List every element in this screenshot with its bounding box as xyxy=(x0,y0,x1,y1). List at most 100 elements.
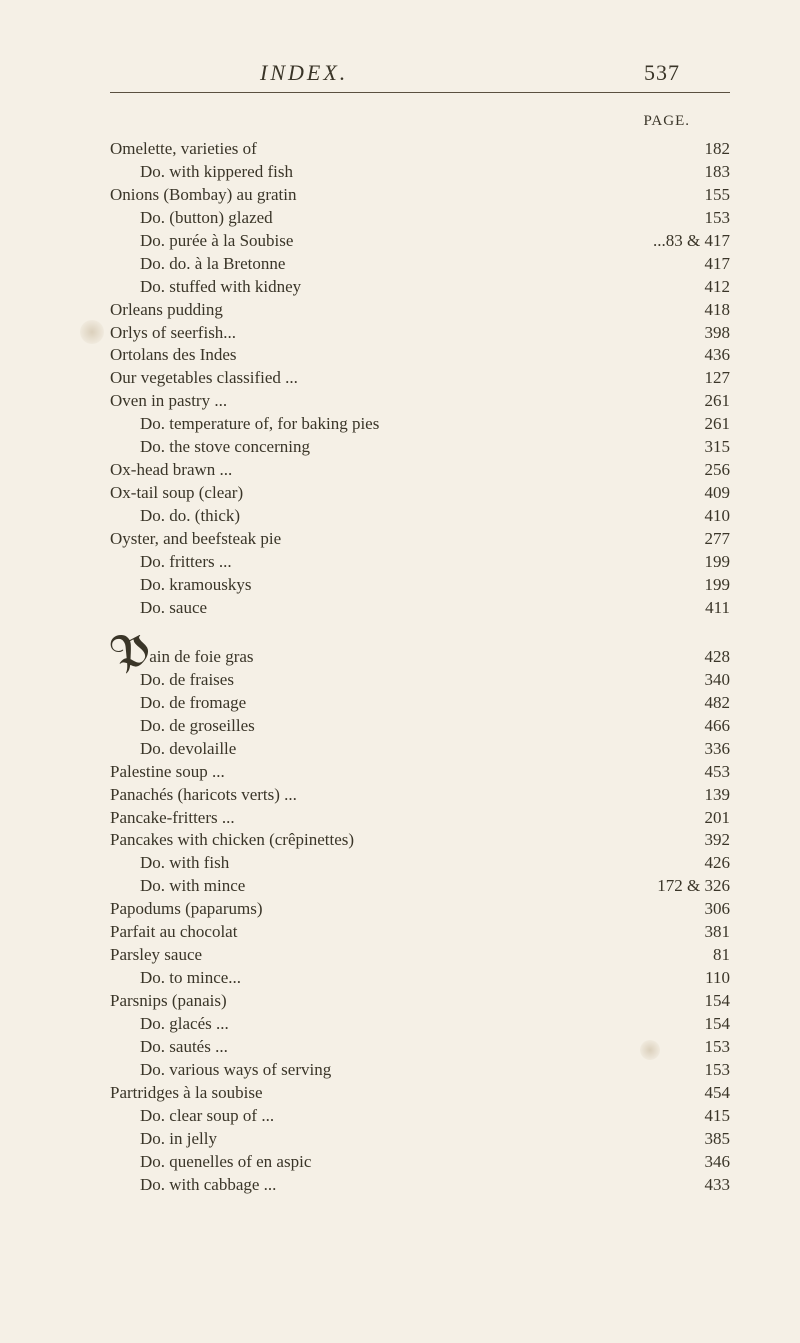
entry-text: Do. de groseilles xyxy=(140,715,255,738)
entry-text: Parsley sauce xyxy=(110,944,202,967)
entry-text: Pain de foie gras xyxy=(110,634,254,669)
entry-page-number: 482 xyxy=(670,692,730,715)
index-entry: Do. de fraises 340 xyxy=(110,669,730,692)
entry-page-number: 336 xyxy=(670,738,730,761)
entry-page-number: 81 xyxy=(670,944,730,967)
entry-page-number: 409 xyxy=(670,482,730,505)
index-entry: Orleans pudding 418 xyxy=(110,299,730,322)
page-stain xyxy=(80,320,104,344)
entry-page-number: 428 xyxy=(670,646,730,669)
index-entry: Pancake-fritters ... 201 xyxy=(110,807,730,830)
index-entry: Pain de foie gras 428 xyxy=(110,634,730,669)
section-gap xyxy=(110,620,730,634)
entry-text: Do. do. (thick) xyxy=(140,505,240,528)
entry-text: Pancake-fritters ... xyxy=(110,807,235,830)
entry-page-number: 392 xyxy=(670,829,730,852)
entry-text: Do. sautés ... xyxy=(140,1036,228,1059)
entry-text: Do. quenelles of en aspic xyxy=(140,1151,311,1174)
index-entry: Do. temperature of, for baking pies 261 xyxy=(110,413,730,436)
entry-text: Pancakes with chicken (crêpinettes) xyxy=(110,829,354,852)
entry-page-number: 340 xyxy=(670,669,730,692)
index-entry: Papodums (paparums) 306 xyxy=(110,898,730,921)
entry-page-number: 306 xyxy=(670,898,730,921)
index-entry: Do. devolaille 336 xyxy=(110,738,730,761)
entry-text: Do. temperature of, for baking pies xyxy=(140,413,379,436)
index-entry: Do. the stove concerning 315 xyxy=(110,436,730,459)
entry-page-number: 139 xyxy=(670,784,730,807)
entry-text: Do. to mince... xyxy=(140,967,241,990)
entry-page-number: 381 xyxy=(670,921,730,944)
index-entry: Oven in pastry ... 261 xyxy=(110,390,730,413)
entry-page-number: 426 xyxy=(670,852,730,875)
entry-page-number: 199 xyxy=(670,551,730,574)
index-entry: Oyster, and beefsteak pie 277 xyxy=(110,528,730,551)
entry-page-number: 436 xyxy=(670,344,730,367)
header-row: INDEX. 537 xyxy=(110,60,730,86)
entry-page-number: 410 xyxy=(670,505,730,528)
entry-text: Do. the stove concerning xyxy=(140,436,310,459)
entry-page-number: 172 & 326 xyxy=(657,875,730,898)
index-entry: Ortolans des Indes 436 xyxy=(110,344,730,367)
entry-text: Our vegetables classified ... xyxy=(110,367,298,390)
entry-page-number: 153 xyxy=(670,207,730,230)
index-entry: Do. with fish 426 xyxy=(110,852,730,875)
entry-text: Partridges à la soubise xyxy=(110,1082,263,1105)
index-entry: Our vegetables classified ... 127 xyxy=(110,367,730,390)
entry-page-number: 201 xyxy=(670,807,730,830)
entry-page-number: 453 xyxy=(670,761,730,784)
entry-page-number: 277 xyxy=(670,528,730,551)
page-container: INDEX. 537 PAGE. Omelette, varieties of … xyxy=(0,0,800,1343)
entries-block-1: Omelette, varieties of 182Do. with kippe… xyxy=(110,138,730,620)
entry-text: Do. with fish xyxy=(140,852,229,875)
index-entry: Pancakes with chicken (crêpinettes) 392 xyxy=(110,829,730,852)
page-column-label: PAGE. xyxy=(110,113,730,130)
index-entry: Do. do. (thick) 410 xyxy=(110,505,730,528)
entry-text: Orleans pudding xyxy=(110,299,223,322)
index-title: INDEX. xyxy=(260,60,348,86)
index-entry: Panachés (haricots verts) ... 139 xyxy=(110,784,730,807)
entry-page-number: 153 xyxy=(670,1036,730,1059)
index-entry: Do. de fromage 482 xyxy=(110,692,730,715)
entry-text: Do. fritters ... xyxy=(140,551,232,574)
entry-page-number: 415 xyxy=(670,1105,730,1128)
index-entry: Orlys of seerfish... 398 xyxy=(110,322,730,345)
index-entry: Omelette, varieties of 182 xyxy=(110,138,730,161)
entry-page-number: 199 xyxy=(670,574,730,597)
index-entry: Do. with mince 172 & 326 xyxy=(110,875,730,898)
entry-page-number: 261 xyxy=(670,390,730,413)
entry-page-number: 153 xyxy=(670,1059,730,1082)
entry-text: Do. de fromage xyxy=(140,692,246,715)
entry-text: Do. stuffed with kidney xyxy=(140,276,301,299)
entry-text: Panachés (haricots verts) ... xyxy=(110,784,297,807)
entry-text: Parfait au chocolat xyxy=(110,921,237,944)
entry-text: Oven in pastry ... xyxy=(110,390,227,413)
entry-page-number: 110 xyxy=(670,967,730,990)
entry-text: Do. with kippered fish xyxy=(140,161,293,184)
entry-text: Do. glacés ... xyxy=(140,1013,229,1036)
entry-page-number: 454 xyxy=(670,1082,730,1105)
entry-text: Do. kramouskys xyxy=(140,574,251,597)
entry-page-number: 256 xyxy=(670,459,730,482)
entry-page-number: 346 xyxy=(670,1151,730,1174)
index-entry: Do. fritters ... 199 xyxy=(110,551,730,574)
entries-block-2: Pain de foie gras 428Do. de fraises 340D… xyxy=(110,634,730,1197)
page-stain xyxy=(640,1040,660,1060)
entry-text: Orlys of seerfish... xyxy=(110,322,236,345)
entry-page-number: 154 xyxy=(670,990,730,1013)
entry-page-number: 182 xyxy=(670,138,730,161)
entry-text: Do. devolaille xyxy=(140,738,236,761)
entry-text: Ox-tail soup (clear) xyxy=(110,482,243,505)
header-rule xyxy=(110,92,730,93)
entry-page-number: 411 xyxy=(670,597,730,620)
entry-page-number: 412 xyxy=(670,276,730,299)
index-entry: Do. sautés ... 153 xyxy=(110,1036,730,1059)
entry-page-number: ...83 & 417 xyxy=(653,230,730,253)
entry-text: Palestine soup ... xyxy=(110,761,225,784)
index-entry: Do. purée à la Soubise ...83 & 417 xyxy=(110,230,730,253)
page-number-top: 537 xyxy=(644,60,680,86)
entry-page-number: 315 xyxy=(670,436,730,459)
index-entry: Do. quenelles of en aspic 346 xyxy=(110,1151,730,1174)
index-entry: Onions (Bombay) au gratin 155 xyxy=(110,184,730,207)
index-entry: Ox-head brawn ... 256 xyxy=(110,459,730,482)
index-entry: Do. clear soup of ... 415 xyxy=(110,1105,730,1128)
